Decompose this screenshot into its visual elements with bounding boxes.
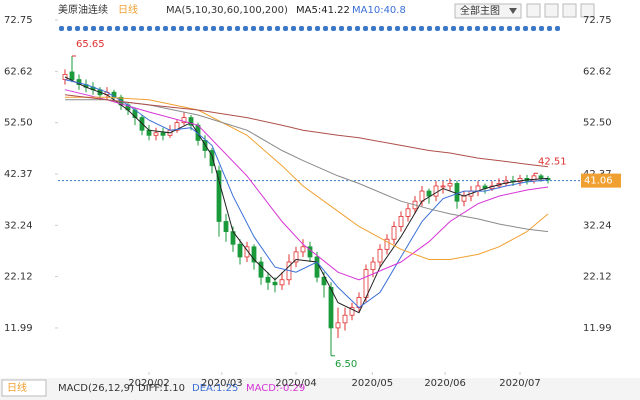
annotation-label: 65.65 [76,39,105,50]
y2-tick-label: 72.75 [583,15,612,26]
candle-body [251,246,257,263]
candle-body [454,183,460,202]
menu-label: 全部主图 [460,4,500,17]
legend-entry: MA5:41.22 [296,5,350,16]
candle-body [377,248,383,263]
y-tick-label: 62.62 [4,66,33,77]
candle-body [433,185,439,197]
candle-body [181,117,187,124]
candle-body [69,71,75,80]
candle-body [146,129,152,136]
candle-body [391,226,397,240]
ma-line [65,99,549,233]
period-button[interactable]: 日线 [118,3,138,16]
ma-line [64,76,549,314]
footer-period-button[interactable] [1,379,47,397]
y-tick-label: 72.75 [4,15,33,26]
candle-body [209,150,215,167]
candle-body [440,185,446,188]
candle-body [405,208,411,217]
y-tick-label: 22.12 [4,272,33,283]
candle-body [293,251,299,263]
candle-body [335,322,341,329]
candle-body [258,261,264,278]
last-price-label: 41.06 [584,176,613,187]
candle-body [531,175,537,182]
icon-button[interactable] [544,3,559,18]
candle-body [419,190,425,202]
y-tick-label: 32.24 [4,220,33,231]
candle-body [300,246,306,253]
candle-body [265,276,271,283]
y2-tick-label: 32.24 [583,220,612,231]
y2-tick-label: 52.50 [583,118,612,129]
candle-body [328,286,334,329]
footer-period: 日线 [7,381,27,394]
candle-body [160,132,166,136]
x-tick-label: 2020/05 [352,378,394,389]
menu-button[interactable] [454,3,522,19]
candle-body [370,261,376,271]
chart-title: 美原油连续 [58,3,108,16]
icon-button[interactable] [562,3,577,18]
footer-item: DEA:1.25 [192,383,238,394]
candle-body [216,170,222,222]
candle-body [237,243,243,258]
candle-body [538,175,544,179]
footer-item: DIFF:1.10 [138,383,185,394]
icon-button[interactable] [580,3,595,18]
candle-body [272,281,278,286]
candle-body [349,307,355,316]
icon-button[interactable] [526,3,541,18]
candle-body [342,314,348,324]
annotation-label: 42.51 [538,156,567,167]
footer-bar [0,378,640,400]
ma-line [64,89,549,281]
x-tick-label: 2020/06 [424,378,466,389]
candle-body [223,221,229,233]
candle-body [398,216,404,227]
x-tick-label: 2020/04 [275,378,317,389]
x-tick-label: 2020/03 [201,378,243,389]
event-markers [58,25,562,33]
candle-body [174,122,180,131]
footer-item: MACD:-0.29 [246,383,305,394]
candle-body [153,132,159,136]
x-tick-label: 2020/07 [499,378,541,389]
y-tick-label: 52.50 [4,118,33,129]
ma-line [65,96,549,260]
y-tick-label: 42.37 [4,169,33,180]
candle-body [321,276,327,286]
x-tick-label: 2020/02 [128,378,170,389]
legend-entry: MA10:40.8 [352,5,406,16]
candle-body [461,195,467,202]
legend: MA5:41.22 MA10:40.8 [296,5,406,16]
ma-line [64,94,549,168]
footer-indicator: MACD(26,12,9) [58,383,134,394]
candle-body [279,279,285,286]
y2-tick-label: 62.62 [583,66,612,77]
footer-items: DIFF:1.10 DEA:1.25 MACD:-0.29 [138,383,305,394]
candle-body [244,246,250,258]
candle-body [426,190,432,197]
y-tick-label: 11.99 [4,323,33,334]
y2-tick-label: 22.12 [583,272,612,283]
candle-body [188,117,194,126]
candle-body [314,256,320,278]
indicator-label: MA(5,10,30,60,100,200) [166,5,288,16]
y2-tick-label: 11.99 [583,323,612,334]
candle-body [384,238,390,250]
annotation-label: 6.50 [335,359,357,370]
menu-arrow [509,8,517,14]
ma-line [64,79,549,309]
last-price-tag [581,173,621,188]
candle-body [447,183,453,187]
